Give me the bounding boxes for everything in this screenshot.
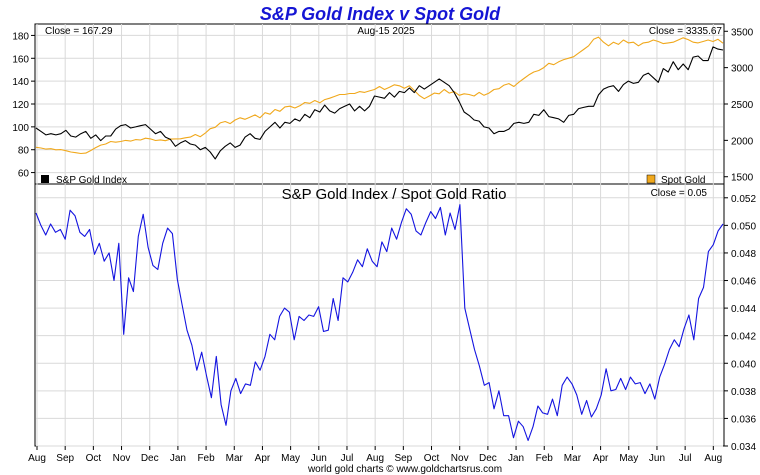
ratio-tick-label: 0.052 <box>731 194 756 205</box>
ratio-title: S&P Gold Index / Spot Gold Ratio <box>282 186 507 203</box>
bottom-panel-series <box>35 204 724 442</box>
ratio-tick-label: 0.034 <box>731 442 756 453</box>
series-line-spot-gold <box>35 36 724 155</box>
x-tick-label: Jul <box>679 453 692 464</box>
x-tick-label: May <box>619 453 638 464</box>
series-line-ratio <box>35 204 724 442</box>
ratio-tick-label: 0.042 <box>731 332 756 343</box>
legend-swatch-spot-gold <box>646 174 656 184</box>
ratio-tick-label: 0.038 <box>731 387 756 398</box>
x-tick-label: Aug <box>366 453 384 464</box>
close-right-label: Close = 3335.67 <box>649 26 723 37</box>
footer-credit: world gold charts © www.goldchartsrus.co… <box>307 464 502 475</box>
x-tick-label: Apr <box>593 453 609 464</box>
legend-label-spot-gold: Spot Gold <box>661 175 705 186</box>
top-panel-grid <box>36 24 723 184</box>
x-tick-label: Aug <box>28 453 46 464</box>
right-tick-label: 2000 <box>731 136 754 147</box>
left-tick-label: 100 <box>12 123 29 134</box>
x-tick-label: May <box>281 453 300 464</box>
top-panel-series <box>35 36 724 160</box>
x-tick-label: Sep <box>394 453 412 464</box>
ratio-tick-label: 0.050 <box>731 221 756 232</box>
x-tick-label: Mar <box>226 453 244 464</box>
bottom-panel-grid <box>36 184 723 447</box>
left-axis-ticks: 180 160 140 120 100 80 60 <box>12 31 35 180</box>
x-tick-label: Oct <box>424 453 440 464</box>
x-tick-label: Jan <box>170 453 186 464</box>
x-tick-label: Oct <box>86 453 102 464</box>
x-tick-label: Aug <box>704 453 722 464</box>
ratio-tick-label: 0.040 <box>731 359 756 370</box>
x-tick-label: Apr <box>255 453 271 464</box>
left-tick-label: 60 <box>18 169 30 180</box>
left-tick-label: 140 <box>12 77 29 88</box>
x-tick-label: Feb <box>197 453 215 464</box>
x-tick-label: Jul <box>341 453 354 464</box>
right-tick-label: 2500 <box>731 100 754 111</box>
x-tick-label: Jun <box>311 453 327 464</box>
x-tick-label: Nov <box>451 453 469 464</box>
bottom-panel-frame <box>34 183 725 447</box>
ratio-tick-label: 0.048 <box>731 249 756 260</box>
x-tick-label: Dec <box>479 453 497 464</box>
left-tick-label: 160 <box>12 54 29 65</box>
x-tick-label: Feb <box>536 453 554 464</box>
series-line-s-p-gold-index <box>35 46 724 160</box>
x-tick-label: Nov <box>113 453 131 464</box>
legend-swatch-sp-gold-index <box>41 175 49 183</box>
legend-label-sp-gold-index: S&P Gold Index <box>56 175 127 186</box>
right-axis-ticks: 3500 3000 2500 2000 1500 0.052 0.050 0.048 0.046… <box>724 27 756 453</box>
right-tick-label: 3000 <box>731 64 754 75</box>
right-tick-label: 3500 <box>731 27 754 38</box>
ratio-tick-label: 0.044 <box>731 304 756 315</box>
close-left-label: Close = 167.29 <box>45 26 113 37</box>
x-tick-label: Dec <box>141 453 159 464</box>
x-axis-ticks: Aug Sep Oct Nov Dec Jan Feb Mar Apr May Jun Jul Aug S… <box>28 446 722 464</box>
left-tick-label: 120 <box>12 100 29 111</box>
left-tick-label: 80 <box>18 146 30 157</box>
chart-title: S&P Gold Index v Spot Gold <box>260 4 501 24</box>
x-tick-label: Mar <box>564 453 582 464</box>
x-tick-label: Jan <box>508 453 524 464</box>
ratio-tick-label: 0.046 <box>731 277 756 288</box>
right-tick-label: 1500 <box>731 173 754 184</box>
x-tick-label: Sep <box>56 453 74 464</box>
date-label: Aug-15 2025 <box>357 26 415 37</box>
ratio-close-label: Close = 0.05 <box>651 188 708 199</box>
left-tick-label: 180 <box>12 31 29 42</box>
ratio-tick-label: 0.036 <box>731 414 756 425</box>
x-tick-label: Jun <box>649 453 665 464</box>
